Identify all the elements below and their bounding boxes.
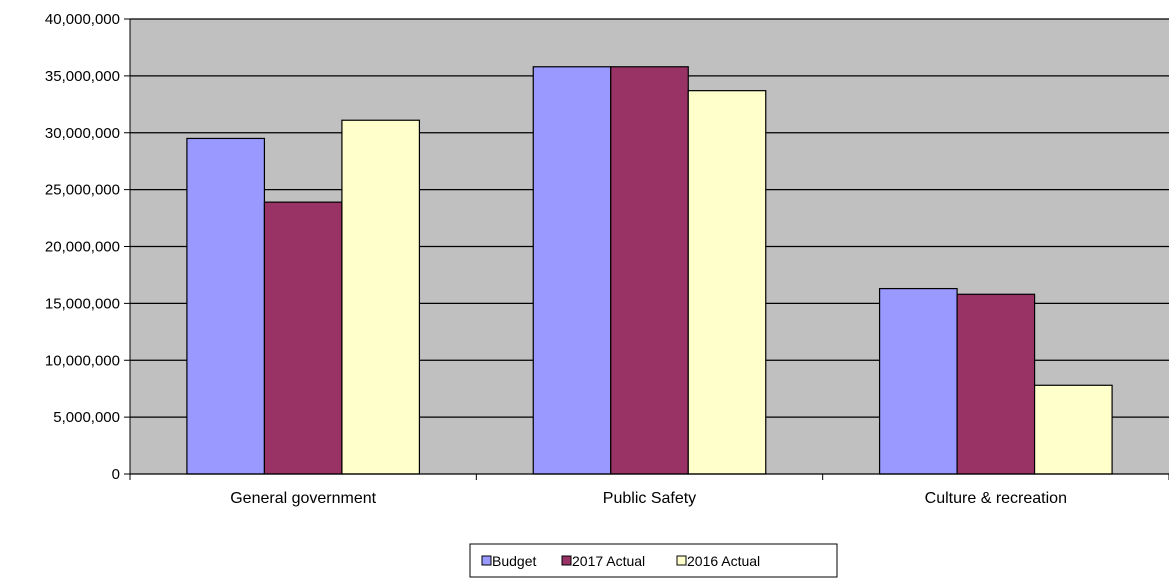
x-axis: General government Public Safety Culture &…: [129, 473, 1169, 507]
bar-2017-actual-0: [263, 201, 343, 475]
legend-swatch: [481, 555, 492, 566]
x-category-label: General government: [230, 490, 376, 507]
y-tick-label: 40,000,000: [45, 11, 120, 28]
y-tick-label: 35,000,000: [45, 68, 120, 85]
legend-swatch: [676, 555, 687, 566]
bar-budget-2: [878, 287, 958, 475]
legend-swatch: [561, 555, 572, 566]
legend-label: 2016 Actual: [687, 553, 760, 569]
bars: [186, 66, 1113, 475]
bar-2017-actual-1: [610, 66, 689, 475]
bar-2017-actual-2: [956, 293, 1036, 475]
legend-label: Budget: [492, 553, 536, 569]
bar-2016-actual-1: [687, 90, 767, 475]
y-tick-label: 10,000,000: [45, 352, 120, 369]
legend-box: [469, 543, 838, 578]
bar-2016-actual-0: [341, 119, 421, 475]
y-tick-label: 5,000,000: [53, 409, 120, 426]
y-tick-label: 30,000,000: [45, 125, 120, 142]
y-tick-label: 0: [112, 466, 120, 483]
y-axis-ticks: 0 5,000,000 10,000,000 15,000,000 20,000,000…: [45, 11, 131, 483]
bar-budget-0: [186, 137, 266, 475]
bar-2016-actual-2: [1033, 384, 1113, 475]
y-tick-label: 20,000,000: [45, 239, 120, 256]
legend-label: 2017 Actual: [572, 553, 645, 569]
y-tick-label: 15,000,000: [45, 295, 120, 312]
x-category-label: Public Safety: [603, 490, 696, 507]
y-tick-label: 25,000,000: [45, 182, 120, 199]
legend: Budget 2017 Actual 2016 Actual: [469, 543, 838, 578]
bar-budget-1: [532, 66, 612, 475]
x-category-label: Culture & recreation: [925, 490, 1067, 507]
